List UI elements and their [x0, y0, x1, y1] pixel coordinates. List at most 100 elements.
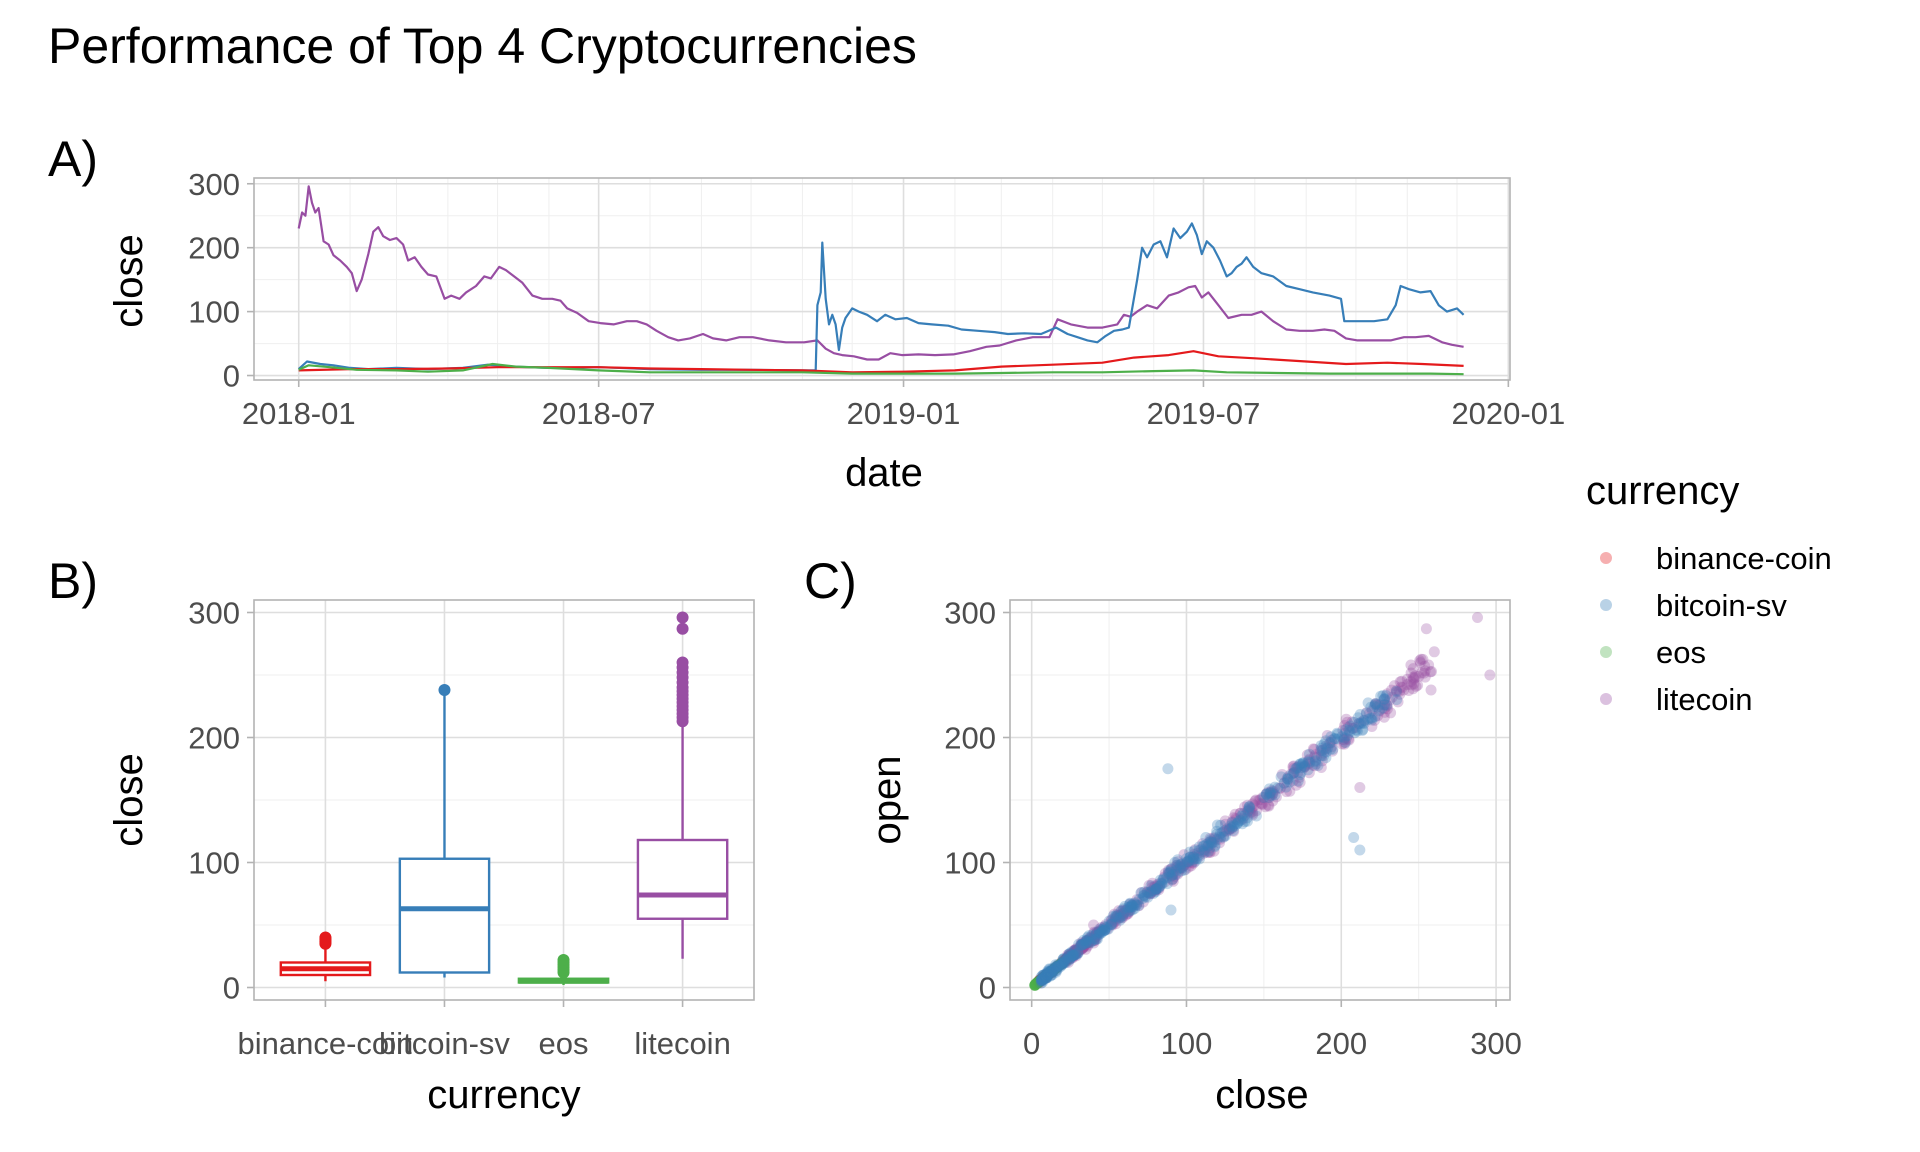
scatter-point-bitcoin-sv — [1047, 966, 1059, 978]
scatter-point-litecoin — [1395, 681, 1407, 693]
scatter-point-litecoin — [1424, 666, 1436, 678]
scatter-point-litecoin — [1159, 876, 1170, 888]
scatter-point-litecoin — [1339, 727, 1351, 739]
scatter-point-bitcoin-sv — [1154, 880, 1166, 892]
scatter-point-litecoin — [1110, 913, 1122, 925]
scatter-point-litecoin — [1423, 659, 1435, 671]
scatter-point-bitcoin-sv — [1340, 737, 1351, 748]
scatter-point-binance-coin — [1053, 960, 1064, 972]
scatter-point-litecoin — [1256, 798, 1268, 810]
scatter-point-litecoin — [1187, 856, 1198, 868]
scatter-point-eos — [1033, 976, 1045, 988]
scatter-point-litecoin — [1288, 760, 1300, 772]
scatter-point-litecoin — [1237, 812, 1249, 824]
scatter-point-binance-coin — [1069, 947, 1081, 959]
scatter-point-bitcoin-sv — [1310, 755, 1321, 766]
scatter-point-litecoin — [1315, 762, 1327, 773]
scatter-point-binance-coin — [1032, 976, 1044, 988]
scatter-point-bitcoin-sv — [1118, 907, 1130, 919]
scatter-point-litecoin — [1117, 909, 1129, 920]
scatter-point-bitcoin-sv — [1204, 836, 1216, 848]
scatter-point-eos — [1034, 975, 1046, 987]
scatter-point-bitcoin-sv — [1094, 923, 1105, 935]
scatter-point-bitcoin-sv — [1312, 760, 1324, 771]
legend-key-bitcoin-sv — [1600, 599, 1612, 611]
scatter-point-litecoin — [1149, 885, 1161, 897]
scatter-point-bitcoin-sv — [1353, 717, 1365, 729]
scatter-point-bitcoin-sv — [1278, 777, 1290, 789]
scatter-point-bitcoin-sv — [1046, 967, 1058, 979]
scatter-point-binance-coin — [1041, 970, 1052, 982]
scatter-point-litecoin — [1398, 684, 1410, 696]
scatter-point-litecoin — [1208, 845, 1220, 857]
scatter-point-bitcoin-sv — [1231, 818, 1243, 830]
scatter-point-binance-coin — [1064, 950, 1076, 962]
scatter-point-bitcoin-sv — [1039, 970, 1051, 982]
scatter-point-litecoin — [1301, 749, 1313, 761]
scatter-point-litecoin — [1188, 848, 1200, 860]
scatter-point-bitcoin-sv — [1126, 899, 1138, 911]
scatter-point-litecoin — [1425, 684, 1437, 696]
scatter-point-litecoin — [1214, 837, 1225, 849]
scatter-point-litecoin — [1394, 676, 1406, 688]
scatter-point-eos — [1030, 978, 1042, 990]
scatter-point-litecoin — [1080, 943, 1092, 955]
scatter-point-litecoin — [1255, 797, 1267, 809]
scatter-point-litecoin — [1191, 847, 1203, 859]
scatter-point-litecoin — [1116, 911, 1128, 923]
scatter-point-litecoin — [1218, 830, 1229, 842]
scatter-point-bitcoin-sv — [1057, 954, 1069, 965]
scatter-point-binance-coin — [1043, 969, 1054, 980]
scatter-point-litecoin — [1228, 812, 1240, 824]
scatter-point-litecoin — [1106, 919, 1118, 931]
scatter-point-binance-coin — [1050, 962, 1062, 974]
scatter-point-litecoin — [1076, 938, 1088, 950]
scatter-point-bitcoin-sv — [1111, 911, 1123, 922]
scatter-point-bitcoin-sv — [1045, 969, 1057, 981]
scatter-point-litecoin — [1109, 912, 1121, 924]
scatter-point-litecoin — [1220, 818, 1231, 830]
scatter-point-litecoin — [1337, 734, 1349, 745]
scatter-point-binance-coin — [1078, 938, 1090, 950]
scatter-point-binance-coin — [1039, 972, 1050, 984]
scatter-point-eos — [1045, 966, 1057, 978]
scatter-point-binance-coin — [1069, 947, 1081, 959]
scatter-point-litecoin — [1315, 744, 1326, 756]
scatter-point-bitcoin-sv — [1294, 758, 1306, 770]
scatter-point-bitcoin-sv — [1058, 955, 1070, 967]
scatter-point-binance-coin — [1057, 956, 1069, 968]
scatter-point-binance-coin — [1069, 946, 1081, 958]
scatter-point-eos — [1033, 975, 1045, 987]
panel-a-x-tick-label: 2018-01 — [242, 396, 356, 431]
scatter-point-litecoin — [1381, 703, 1393, 715]
panel-b-tag: B) — [48, 553, 98, 609]
scatter-point-bitcoin-sv — [1165, 863, 1177, 875]
scatter-point-litecoin — [1372, 710, 1384, 722]
scatter-point-binance-coin — [1038, 972, 1050, 984]
scatter-point-litecoin — [1067, 952, 1078, 964]
scatter-point-bitcoin-sv — [1174, 862, 1186, 874]
scatter-point-bitcoin-sv — [1379, 693, 1390, 705]
scatter-point-bitcoin-sv — [1056, 958, 1068, 970]
scatter-point-litecoin — [1075, 937, 1087, 949]
scatter-point-bitcoin-sv — [1068, 949, 1080, 961]
scatter-point-litecoin — [1211, 834, 1223, 845]
scatter-point-bitcoin-sv — [1036, 975, 1047, 986]
scatter-point-eos — [1053, 960, 1064, 972]
scatter-point-litecoin — [1221, 825, 1233, 837]
scatter-point-bitcoin-sv — [1379, 699, 1390, 711]
scatter-point-bitcoin-sv — [1126, 900, 1138, 912]
scatter-point-eos — [1029, 979, 1041, 991]
scatter-point-bitcoin-sv — [1258, 792, 1270, 803]
scatter-point-litecoin — [1304, 757, 1316, 769]
scatter-point-litecoin — [1064, 951, 1076, 963]
scatter-point-bitcoin-sv — [1072, 947, 1084, 959]
panel-a-tag: A) — [48, 131, 98, 187]
scatter-point-litecoin — [1366, 721, 1378, 732]
scatter-point-litecoin — [1202, 847, 1214, 859]
scatter-point-litecoin — [1090, 929, 1101, 941]
scatter-point-bitcoin-sv — [1282, 773, 1294, 785]
scatter-point-eos — [1048, 964, 1060, 975]
scatter-point-eos — [1049, 963, 1060, 975]
scatter-point-bitcoin-sv — [1042, 967, 1054, 978]
